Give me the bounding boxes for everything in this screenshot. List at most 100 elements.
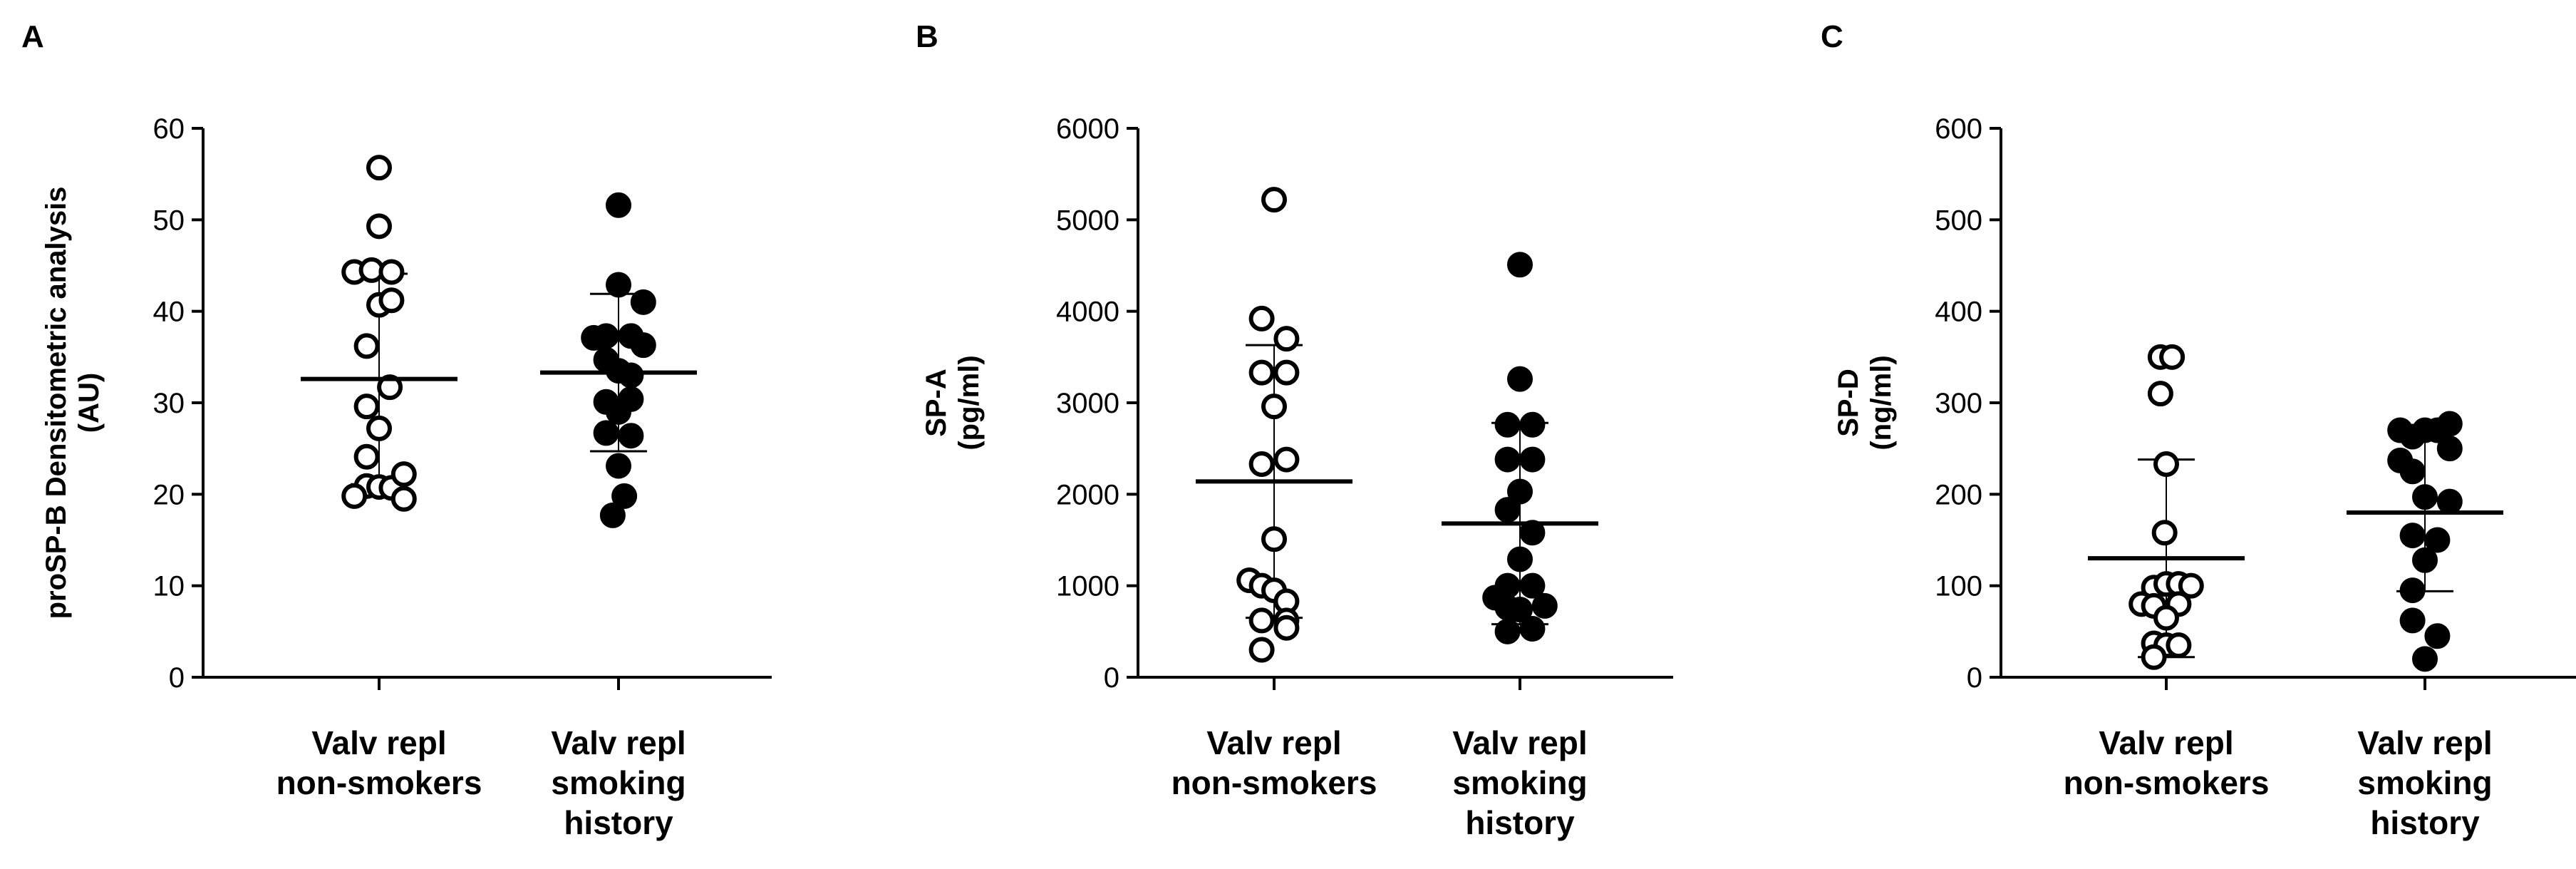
category-label: smoking [1452, 764, 1587, 801]
data-point [1261, 187, 1287, 213]
category-label: Valv repl [1206, 724, 1341, 761]
category-label: non-smokers [276, 764, 482, 801]
category-label: smoking [2357, 764, 2492, 801]
data-point [606, 453, 631, 479]
y-tick-label: 200 [1935, 479, 1982, 510]
series-1 [2088, 344, 2245, 670]
data-point [1494, 446, 1521, 473]
y-tick-label: 300 [1935, 388, 1982, 419]
series-1 [1196, 187, 1352, 663]
data-point [606, 398, 631, 425]
series-2 [2347, 411, 2503, 672]
data-point [630, 289, 656, 315]
data-point [377, 374, 403, 401]
data-point [2424, 417, 2451, 443]
data-point [1519, 411, 1546, 438]
y-tick-label: 40 [153, 297, 185, 328]
data-point [2166, 632, 2192, 659]
data-point [366, 155, 392, 181]
y-axis-label: SP-D [1833, 369, 1864, 437]
data-point [366, 415, 392, 441]
y-tick-label: 60 [153, 113, 185, 145]
data-point [593, 323, 619, 349]
data-point [341, 483, 368, 509]
y-tick-label: 2000 [1056, 479, 1119, 510]
series-1 [301, 155, 457, 512]
data-point [2412, 646, 2438, 672]
data-point [2424, 527, 2451, 553]
data-point [1261, 526, 1287, 552]
y-axis-label: (ng/ml) [1866, 355, 1897, 450]
data-point [1494, 618, 1521, 644]
y-tick-label: 50 [153, 205, 185, 236]
data-point [390, 461, 417, 488]
category-label: smoking [551, 764, 686, 801]
data-point [1248, 305, 1275, 331]
y-tick-label: 20 [153, 479, 185, 510]
category-label: Valv repl [551, 724, 686, 761]
data-point [1273, 326, 1300, 352]
data-point [1494, 572, 1521, 599]
data-point [2412, 484, 2438, 510]
category-label: history [1465, 804, 1575, 841]
data-point [593, 420, 619, 446]
y-tick-label: 10 [153, 571, 185, 602]
series-2 [540, 192, 697, 528]
category-label: history [564, 804, 673, 841]
data-point [2147, 381, 2173, 407]
data-point [2399, 458, 2426, 485]
data-point [1507, 597, 1533, 623]
data-point [378, 259, 405, 285]
data-point [2153, 605, 2179, 631]
data-point [1248, 607, 1275, 634]
panel-A: A 0 10 20 30 40 50 60 proSP-B Densitometric anal… [21, 19, 772, 841]
data-point [2399, 607, 2426, 634]
data-point [1261, 394, 1287, 420]
y-tick-label: 0 [169, 662, 185, 694]
category-label: non-smokers [1171, 764, 1377, 801]
y-axis-label: (AU) [73, 373, 105, 433]
data-point [1507, 478, 1533, 505]
y-tick-label: 0 [1967, 662, 1982, 694]
y-axis-label: SP-A [921, 369, 952, 437]
y-tick-label: 4000 [1056, 297, 1119, 328]
data-point [366, 213, 392, 240]
data-point [1519, 572, 1546, 599]
data-point [378, 287, 405, 314]
y-tick-label: 100 [1935, 571, 1982, 602]
panels: A 0 10 20 30 40 50 60 proSP-B Densitometric anal… [21, 19, 2576, 841]
y-tick-label: 400 [1935, 297, 1982, 328]
data-point [606, 272, 631, 298]
data-point [2436, 436, 2463, 462]
panel-letter: A [21, 19, 44, 54]
data-point [2141, 644, 2167, 670]
data-point [2159, 344, 2186, 370]
category-label: history [2370, 804, 2480, 841]
data-point [1519, 615, 1546, 642]
data-point [1273, 359, 1300, 386]
y-tick-label: 30 [153, 388, 185, 419]
data-point [390, 485, 417, 512]
data-point [606, 192, 631, 218]
series-2 [1442, 252, 1598, 644]
data-point [2151, 520, 2178, 546]
data-point [353, 333, 380, 359]
panel-C: C 0 100 200 300 400 500 600 SP-D (ng/ml) Valv repl… [1821, 19, 2576, 841]
data-point [599, 502, 626, 528]
data-point [1248, 451, 1275, 477]
data-point [2153, 451, 2179, 477]
data-point [1273, 446, 1300, 473]
data-point [1531, 592, 1558, 619]
data-point [1507, 546, 1533, 572]
data-point [1494, 497, 1521, 523]
data-point [1494, 411, 1521, 438]
panel-letter: B [916, 19, 938, 54]
y-tick-label: 500 [1935, 205, 1982, 236]
data-point [353, 443, 380, 470]
data-point [2178, 572, 2204, 599]
data-point [2424, 623, 2451, 649]
category-label: Valv repl [2357, 724, 2492, 761]
y-tick-label: 6000 [1056, 113, 1119, 145]
y-tick-label: 3000 [1056, 388, 1119, 419]
